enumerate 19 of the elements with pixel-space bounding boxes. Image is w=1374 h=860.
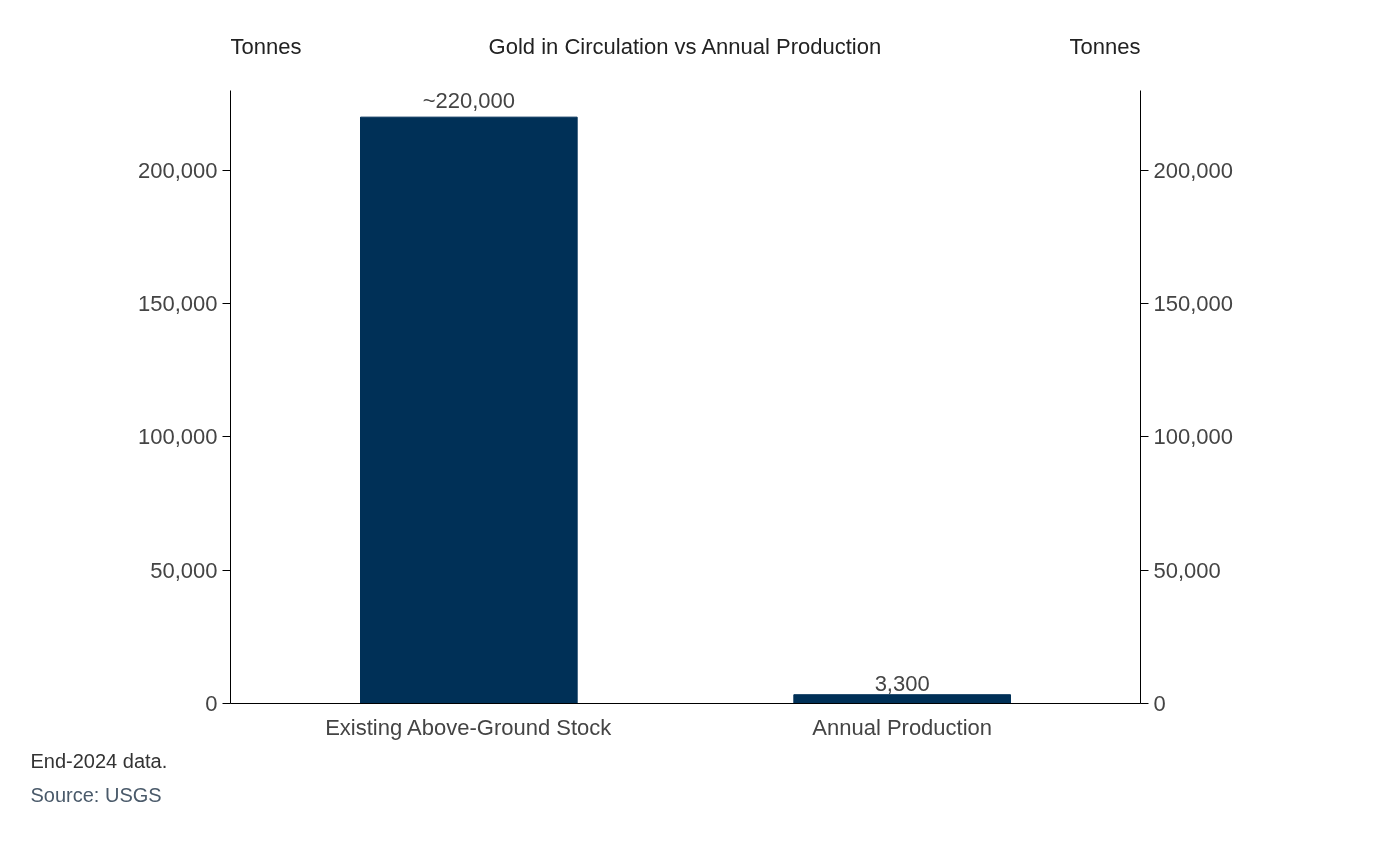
source-note: Source: USGS: [30, 783, 162, 806]
text: End-2024 data.: [30, 749, 168, 772]
x-tick-label: Annual Production: [812, 714, 993, 740]
data-label: ~220,000: [422, 88, 516, 114]
y2-tick-label: 150,000: [1153, 291, 1234, 317]
y2-tick-label: 200,000: [1153, 157, 1234, 183]
y2-axis-title: Tonnes: [1069, 33, 1141, 59]
x-tick-label: Existing Above-Ground Stock: [325, 714, 613, 740]
y-axis-title: Tonnes: [230, 33, 302, 59]
y-tick-label: 0: [205, 691, 218, 716]
y2-tick-label: 50,000: [1153, 557, 1221, 583]
y-tick-label: 50,000: [150, 557, 218, 583]
y2-tick-label: 0: [1153, 691, 1166, 716]
data-label: 3,300: [874, 670, 930, 696]
y-tick-label: 100,000: [137, 424, 218, 450]
y2-tick-label: 100,000: [1153, 424, 1234, 450]
chart-title: Gold in Circulation vs Annual Production: [488, 33, 882, 59]
y-tick-label: 200,000: [137, 157, 218, 183]
y-tick-label: 150,000: [137, 291, 218, 317]
